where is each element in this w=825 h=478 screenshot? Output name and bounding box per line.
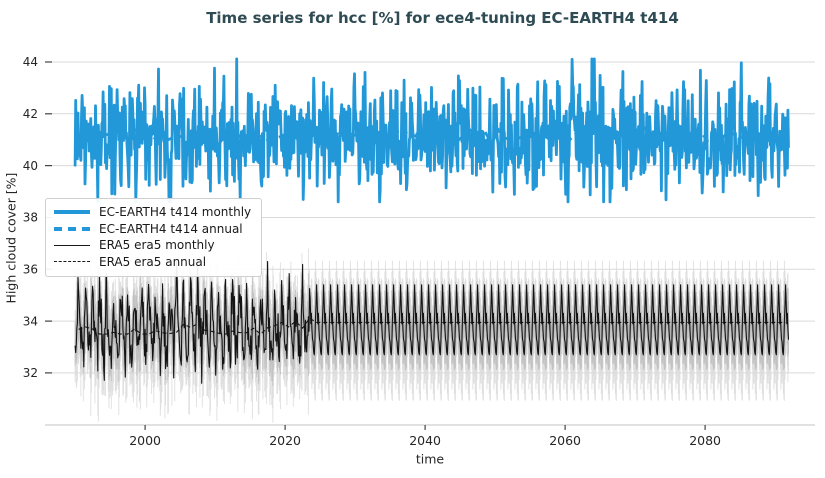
ecearth4-annual-line bbox=[78, 125, 787, 148]
x-tick-label: 2040 bbox=[409, 433, 441, 448]
y-tick-label: 32 bbox=[23, 366, 38, 380]
legend: EC-EARTH4 t414 monthly EC-EARTH4 t414 an… bbox=[45, 198, 263, 277]
black-dashed-line-icon bbox=[54, 261, 90, 263]
x-tick-label: 2000 bbox=[129, 433, 161, 448]
y-tick-label: 44 bbox=[23, 55, 38, 69]
blue-solid-line-icon bbox=[54, 210, 90, 215]
era5-annual-line bbox=[78, 317, 786, 335]
x-tick-label: 2060 bbox=[549, 433, 581, 448]
black-solid-line-icon bbox=[54, 244, 90, 246]
y-axis-label: High cloud cover [%] bbox=[3, 172, 19, 304]
legend-label: EC-EARTH4 t414 monthly bbox=[99, 205, 252, 220]
y-tick-label: 40 bbox=[23, 159, 38, 173]
legend-item-ecearth4-annual: EC-EARTH4 t414 annual bbox=[54, 221, 251, 238]
legend-label: ERA5 era5 monthly bbox=[99, 238, 215, 253]
y-tick-label: 36 bbox=[23, 263, 38, 277]
blue-dashed-line-icon bbox=[54, 226, 90, 231]
y-tick-label: 38 bbox=[23, 211, 38, 225]
x-axis-label: time bbox=[415, 451, 445, 467]
y-tick-label: 34 bbox=[23, 314, 38, 328]
legend-label: ERA5 era5 annual bbox=[99, 254, 207, 269]
x-tick-label: 2080 bbox=[689, 433, 721, 448]
legend-item-era5-monthly: ERA5 era5 monthly bbox=[54, 237, 251, 254]
ecearth4-monthly-line bbox=[73, 57, 790, 204]
legend-item-ecearth4-monthly: EC-EARTH4 t414 monthly bbox=[54, 204, 251, 221]
legend-item-era5-annual: ERA5 era5 annual bbox=[54, 254, 251, 271]
y-tick-label: 42 bbox=[23, 107, 38, 121]
era5-monthly-line bbox=[74, 260, 790, 384]
x-tick-label: 2020 bbox=[269, 433, 301, 448]
legend-label: EC-EARTH4 t414 annual bbox=[99, 221, 243, 236]
chart-title: Time series for hcc [%] for ece4-tuning … bbox=[206, 9, 679, 27]
